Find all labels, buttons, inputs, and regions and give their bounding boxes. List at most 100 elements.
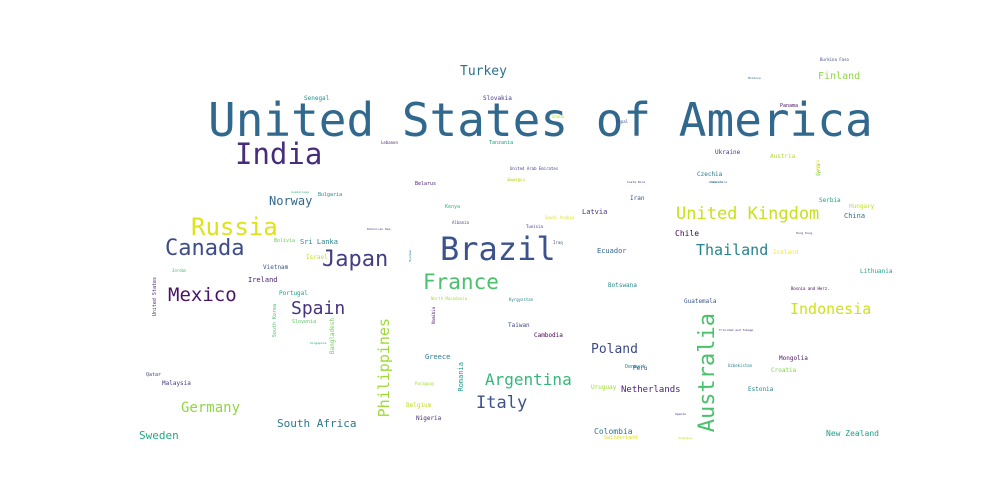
- word-united-arab-emirates: United Arab Emirates: [510, 166, 559, 171]
- word-sweden: Sweden: [139, 429, 179, 442]
- word-belarus: Belarus: [415, 181, 437, 187]
- word-panama: Panama: [780, 103, 799, 109]
- word-ireland: Ireland: [248, 276, 278, 284]
- word-hungary: Hungary: [849, 203, 875, 210]
- word-costa-rica: Costa Rica: [627, 180, 646, 184]
- word-france: France: [423, 270, 499, 294]
- word-burkina-faso: Burkina Faso: [820, 57, 849, 62]
- word-vietnam: Vietnam: [263, 264, 289, 271]
- word-united-states: United States: [152, 277, 158, 317]
- word-kenya: Kenya: [445, 204, 461, 210]
- word-mongolia: Mongolia: [779, 355, 808, 362]
- word-jamaica: Jamaica: [710, 180, 723, 184]
- word-china: China: [844, 212, 866, 220]
- word-chile: Chile: [675, 229, 700, 238]
- word-brazil: Brazil: [440, 230, 556, 268]
- word-philippines: Philippines: [375, 318, 393, 418]
- word-tanzania: Tanzania: [489, 140, 514, 146]
- word-australia: Australia: [695, 313, 720, 433]
- word-malaysia: Malaysia: [162, 380, 191, 387]
- word-poland: Poland: [591, 342, 638, 357]
- word-spain: Spain: [291, 298, 346, 319]
- word-taiwan: Taiwan: [508, 322, 530, 329]
- word-sri-lanka: Sri Lanka: [300, 238, 338, 246]
- word-denmark: Denmark: [625, 364, 647, 370]
- word-north-macedonia: North Macedonia: [431, 296, 468, 301]
- word-united-kingdom: United Kingdom: [676, 204, 820, 224]
- word-israel: Israel: [306, 254, 328, 261]
- word-qatar: Qatar: [146, 372, 162, 378]
- word-germany: Germany: [181, 400, 241, 416]
- word-iraq: Iraq: [553, 240, 563, 245]
- word-norway: Norway: [269, 194, 313, 208]
- word-croatia: Croatia: [771, 367, 797, 374]
- word-romania: Romania: [457, 362, 465, 392]
- word-ukraine: Ukraine: [715, 149, 741, 156]
- word-singapore: Singapore: [310, 341, 327, 345]
- word-paraguay: Paraguay: [415, 381, 435, 386]
- word-namibia: Namibia: [431, 307, 436, 324]
- word-belgium: Belgium: [406, 402, 432, 409]
- word-uzbekistan: Uzbekistan: [728, 363, 753, 368]
- word-argentina: Argentina: [485, 370, 572, 389]
- word-mexico: Mexico: [168, 284, 237, 306]
- word-myanmar: Myanmar: [408, 249, 412, 262]
- word-guatemala: Guatemala: [684, 298, 717, 305]
- word-trinidad-and-tobago: Trinidad and Tobago: [719, 328, 754, 332]
- word-syria: Syria: [816, 164, 821, 177]
- word-united-states-of-america: United States of America: [208, 93, 873, 147]
- word-lebanon: Lebanon: [381, 140, 398, 145]
- word-estonia: Estonia: [748, 386, 774, 393]
- word-peru: Peru: [633, 365, 648, 372]
- word-dominican-rep: Dominican Rep.: [367, 227, 393, 231]
- word-nepal: Nepal: [616, 119, 629, 124]
- word-bosnia-and-herz: Bosnia and Herz.: [791, 286, 830, 291]
- word-ghana: Ghana: [552, 114, 565, 119]
- word-netherlands: Netherlands: [621, 385, 681, 395]
- word-jordan: Jordan: [172, 268, 187, 273]
- word-japan: Japan: [322, 247, 389, 272]
- word-italy: Italy: [476, 393, 528, 413]
- word-nigeria: Nigeria: [416, 415, 442, 422]
- word-india: India: [235, 137, 323, 171]
- word-switzerland: Switzerland: [604, 435, 638, 441]
- word-kyrgyzstan: Kyrgyzstan: [509, 297, 534, 302]
- word-south-korea: South Korea: [272, 304, 278, 338]
- word-indonesia: Indonesia: [790, 300, 872, 318]
- word-portugal: Portugal: [279, 290, 308, 297]
- word-canada: Canada: [165, 236, 245, 261]
- word-latvia: Latvia: [582, 208, 608, 216]
- word-austria: Austria: [770, 153, 796, 160]
- word-greece: Greece: [425, 353, 451, 361]
- word-antarctica: Antarctica: [709, 180, 728, 184]
- word-new-zealand: New Zealand: [826, 429, 879, 438]
- word-turkey: Turkey: [460, 64, 507, 79]
- word-serbia: Serbia: [819, 197, 841, 204]
- word-bangladesh: Bangladesh: [329, 318, 336, 355]
- word-saudi-arabia: Saudi Arabia: [545, 215, 574, 220]
- word-bulgaria: Bulgaria: [318, 192, 343, 198]
- word-colombia: Colombia: [594, 427, 633, 436]
- word-ecuador: Ecuador: [597, 247, 627, 255]
- word-zimbabwe: Zimbabwe: [678, 436, 693, 440]
- word-lithuania: Lithuania: [860, 268, 893, 275]
- word-eswatini: Eswatini: [507, 178, 522, 182]
- word-tunisia: Tunisia: [526, 224, 543, 229]
- word-guadeloupe: Guadeloupe: [291, 190, 310, 194]
- word-uruguay: Uruguay: [591, 384, 617, 391]
- word-bolivia: Bolivia: [274, 238, 296, 244]
- word-albania: Albania: [452, 220, 469, 225]
- word-georgia: Georgia: [508, 177, 525, 182]
- word-hong-kong: Hong Kong: [796, 231, 813, 235]
- word-russia: Russia: [191, 213, 278, 241]
- word-iran: Iran: [630, 195, 645, 202]
- word-finland: Finland: [818, 71, 861, 82]
- word-uganda: Uganda: [675, 412, 686, 416]
- word-south-africa: South Africa: [277, 417, 357, 430]
- word-iceland: Iceland: [773, 249, 799, 256]
- word-czechia: Czechia: [697, 171, 723, 178]
- word-moldova: Moldova: [748, 76, 761, 80]
- word-thailand: Thailand: [696, 241, 769, 259]
- word-slovakia: Slovakia: [483, 95, 512, 102]
